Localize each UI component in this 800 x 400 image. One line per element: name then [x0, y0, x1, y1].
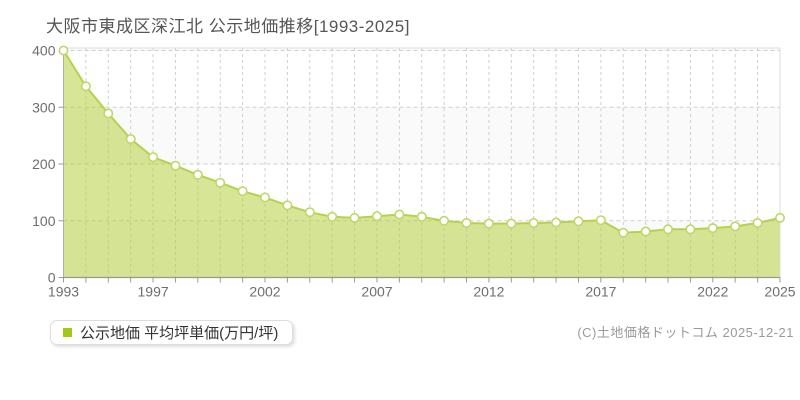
data-point-2011[interactable] — [461, 218, 472, 229]
data-point-2023[interactable] — [730, 221, 741, 232]
y-tick-label: 0 — [48, 270, 56, 286]
data-point-1997[interactable] — [148, 152, 159, 163]
x-tick-label: 1997 — [138, 284, 169, 300]
data-point-2025[interactable] — [774, 212, 785, 223]
x-tick-label: 2022 — [697, 284, 728, 300]
data-point-2022[interactable] — [707, 223, 718, 234]
data-point-2000[interactable] — [215, 177, 226, 188]
x-tick-label: 2007 — [361, 284, 392, 300]
data-point-2021[interactable] — [685, 224, 696, 235]
y-tick-label: 300 — [32, 99, 56, 115]
data-point-2014[interactable] — [528, 218, 539, 229]
data-point-2001[interactable] — [237, 186, 248, 197]
x-tick-label: 2012 — [473, 284, 504, 300]
data-point-2006[interactable] — [349, 212, 360, 223]
data-point-2015[interactable] — [551, 217, 562, 228]
x-tick-label: 2017 — [585, 284, 616, 300]
data-point-2010[interactable] — [439, 215, 450, 226]
data-point-2009[interactable] — [416, 211, 427, 222]
data-point-2020[interactable] — [662, 224, 673, 235]
data-point-2016[interactable] — [573, 216, 584, 227]
legend-label: 公示地価 平均坪単価(万円/坪) — [80, 325, 279, 342]
data-point-1999[interactable] — [192, 169, 203, 180]
data-point-2004[interactable] — [304, 207, 315, 218]
y-tick-label: 200 — [32, 156, 56, 172]
legend-square-icon — [63, 328, 72, 337]
data-point-2013[interactable] — [506, 218, 517, 229]
page-title: 大阪市東成区深江北 公示地価推移[1993-2025] — [46, 17, 410, 36]
data-point-2018[interactable] — [618, 227, 629, 238]
y-tick-label: 400 — [32, 43, 56, 59]
data-point-2002[interactable] — [259, 192, 270, 203]
y-tick-label: 100 — [32, 213, 56, 229]
data-point-1995[interactable] — [103, 108, 114, 119]
x-tick-label: 1993 — [48, 284, 79, 300]
data-point-1996[interactable] — [125, 134, 136, 145]
data-point-2007[interactable] — [371, 211, 382, 222]
data-point-2024[interactable] — [752, 218, 763, 229]
x-tick-label: 2002 — [249, 284, 280, 300]
data-point-2003[interactable] — [282, 200, 293, 211]
data-point-1998[interactable] — [170, 160, 181, 171]
data-point-1994[interactable] — [80, 81, 91, 92]
data-point-1993[interactable] — [58, 45, 69, 56]
x-tick-label: 2025 — [764, 284, 795, 300]
legend: 公示地価 平均坪単価(万円/坪) — [50, 320, 294, 345]
data-point-2017[interactable] — [595, 215, 606, 226]
data-point-2005[interactable] — [327, 211, 338, 222]
copyright-text: (C)土地価格ドットコム 2025-12-21 — [577, 325, 794, 340]
data-point-2008[interactable] — [394, 209, 405, 220]
data-point-2019[interactable] — [640, 226, 651, 237]
data-point-2012[interactable] — [483, 218, 494, 229]
